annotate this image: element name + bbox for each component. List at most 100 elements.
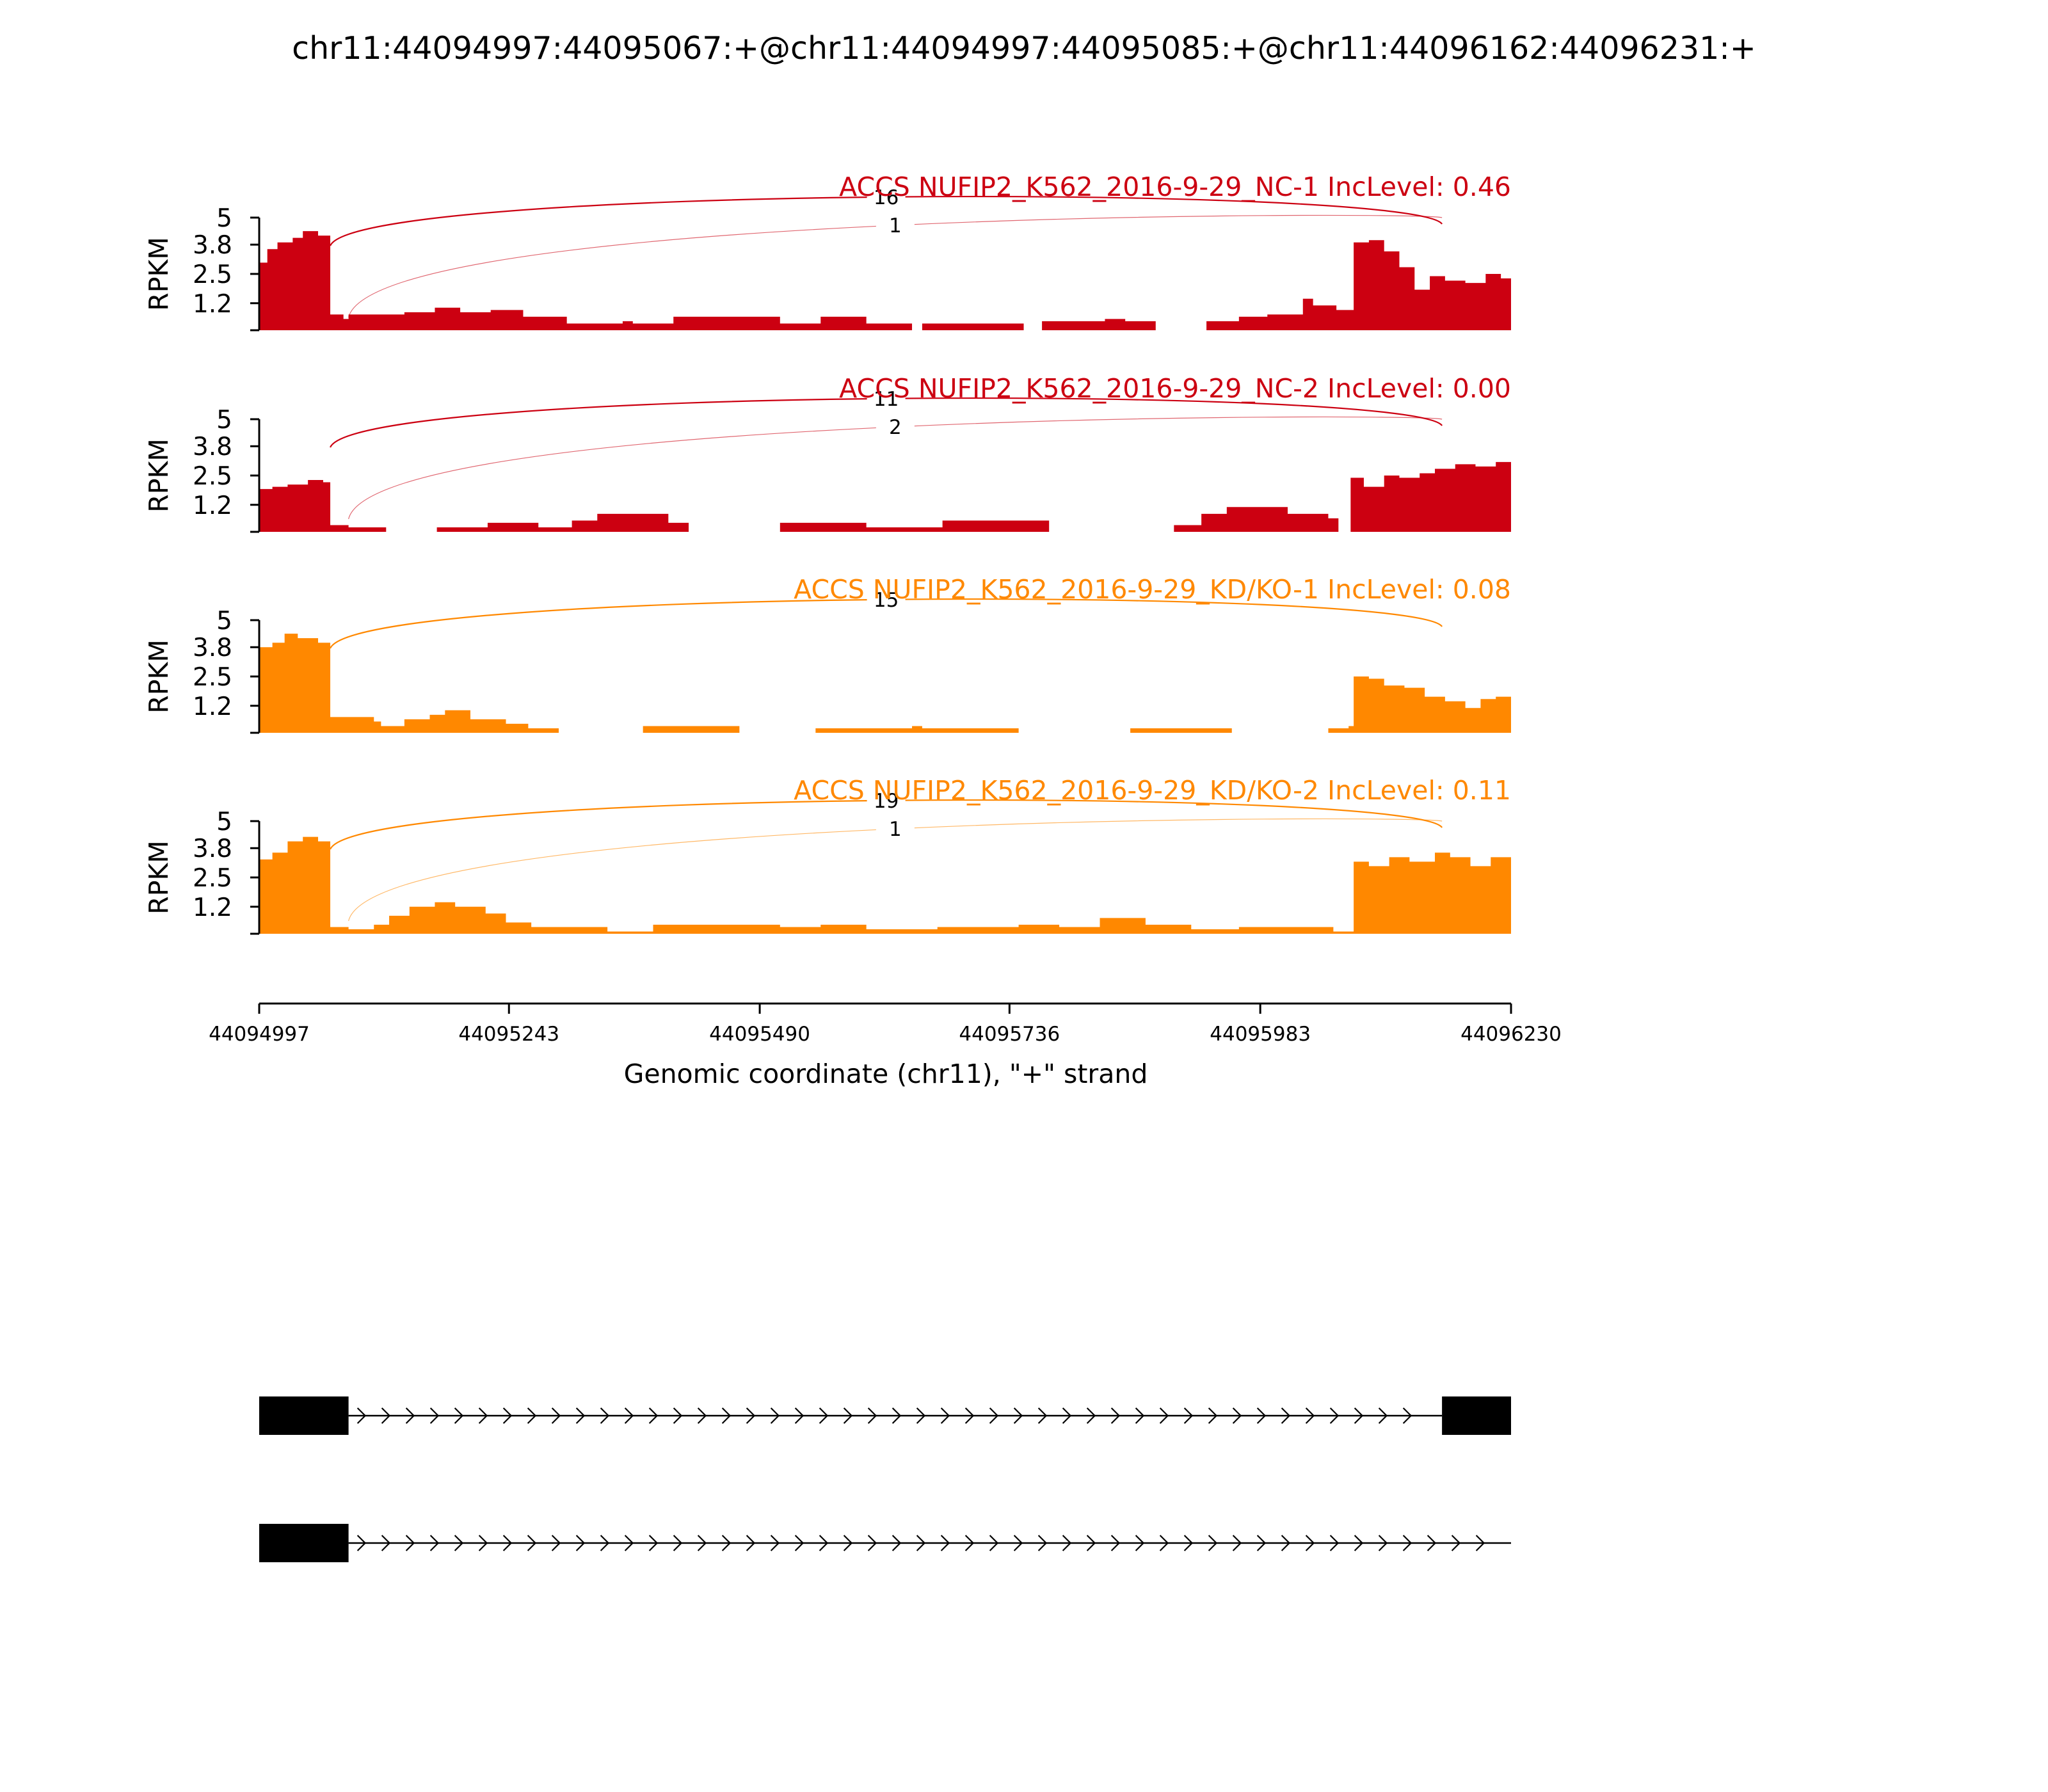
strand-arrow-1-41: [1329, 1407, 1340, 1424]
strand-arrow-1-44: [1402, 1407, 1412, 1424]
strand-arrow-1-26: [964, 1407, 975, 1424]
strand-arrow-1-23: [892, 1407, 902, 1424]
x-tick-label-5: 44095983: [1210, 1023, 1311, 1046]
strand-arrow-1-15: [697, 1407, 707, 1424]
coverage-area-2: [259, 457, 1511, 532]
strand-arrow-2-35: [1183, 1535, 1194, 1551]
strand-arrow-1-37: [1232, 1407, 1242, 1424]
strand-arrow-2-30: [1062, 1535, 1072, 1551]
strand-arrow-2-28: [1013, 1535, 1023, 1551]
coverage-area-3: [259, 634, 1511, 733]
junction-count-2-2: 2: [889, 416, 902, 439]
strand-arrow-2-27: [989, 1535, 999, 1551]
strand-arrow-2-34: [1159, 1535, 1169, 1551]
strand-arrow-2-36: [1208, 1535, 1218, 1551]
y-tick-label-2-1: 1.2: [193, 492, 232, 520]
strand-arrow-2-14: [673, 1535, 683, 1551]
strand-arrow-1-35: [1183, 1407, 1194, 1424]
exon-1-2: [1442, 1396, 1511, 1435]
strand-arrow-2-7: [502, 1535, 513, 1551]
junction-count-2-1: 11: [874, 388, 899, 411]
junction-count-box-4-2: [876, 816, 915, 842]
y-tick-label-3-1: 1.2: [193, 692, 232, 721]
junction-count-3-1: 15: [874, 589, 899, 612]
isoform-2: [259, 1524, 1511, 1562]
strand-arrow-1-9: [551, 1407, 561, 1424]
y-tick-label-1-2: 2.5: [193, 260, 232, 289]
strand-arrow-1-29: [1037, 1407, 1048, 1424]
strand-arrow-2-9: [551, 1535, 561, 1551]
junction-count-box-3-1: [867, 586, 906, 612]
strand-arrow-1-3: [405, 1407, 415, 1424]
strand-arrow-1-18: [770, 1407, 780, 1424]
strand-arrow-1-42: [1354, 1407, 1364, 1424]
strand-arrow-2-5: [454, 1535, 464, 1551]
strand-arrow-1-16: [721, 1407, 732, 1424]
strand-arrow-2-20: [819, 1535, 829, 1551]
track-label-4: ACCS NUFIP2_K562_2016-9-29_KD/KO-2 IncLe…: [794, 775, 1511, 806]
track-label-3: ACCS NUFIP2_K562_2016-9-29_KD/KO-1 IncLe…: [794, 574, 1511, 605]
strand-arrow-1-14: [673, 1407, 683, 1424]
strand-arrow-2-12: [624, 1535, 634, 1551]
junction-count-4-1: 19: [874, 790, 899, 813]
strand-arrow-1-12: [624, 1407, 634, 1424]
junction-count-box-1-1: [867, 184, 906, 210]
strand-arrow-2-21: [843, 1535, 853, 1551]
y-tick-label-1-4: 5: [216, 204, 232, 233]
exon-1-1: [259, 1396, 349, 1435]
track-2: 11 2 1.22.53.85 RPKM ACCS NUFIP2_K562_2016-9…: [143, 373, 1511, 533]
strand-arrow-2-4: [429, 1535, 440, 1551]
strand-arrow-1-33: [1135, 1407, 1145, 1424]
strand-arrow-2-32: [1110, 1535, 1121, 1551]
junction-count-box-1-2: [876, 212, 915, 238]
strand-arrow-1-17: [746, 1407, 756, 1424]
y-tick-label-2-2: 2.5: [193, 462, 232, 491]
x-tick-label-3: 44095490: [709, 1023, 810, 1046]
junction-count-box-2-2: [876, 414, 915, 440]
track-4: 19 1 1.22.53.85 RPKM ACCS NUFIP2_K562_2016-9…: [143, 775, 1511, 935]
strand-arrow-2-41: [1329, 1535, 1340, 1551]
exon-2-1: [259, 1524, 349, 1562]
y-axis-label-1: RPKM: [143, 237, 174, 310]
y-tick-label-4-4: 5: [216, 808, 232, 836]
strand-arrow-1-27: [989, 1407, 999, 1424]
figure-title: chr11:44094997:44095067:+@chr11:44094997…: [292, 30, 1756, 67]
strand-arrow-1-19: [794, 1407, 804, 1424]
strand-arrow-2-13: [648, 1535, 659, 1551]
y-tick-label-4-1: 1.2: [193, 893, 232, 922]
x-tick-label-1: 44094997: [209, 1023, 310, 1046]
x-tick-label-6: 44096230: [1460, 1023, 1562, 1046]
strand-arrow-1-34: [1159, 1407, 1169, 1424]
strand-arrow-2-45: [1427, 1535, 1437, 1551]
junction-count-box-4-1: [867, 787, 906, 813]
strand-arrow-1-13: [648, 1407, 659, 1424]
strand-arrow-2-8: [527, 1535, 537, 1551]
isoform-models: [259, 1396, 1511, 1562]
strand-arrow-1-22: [867, 1407, 877, 1424]
strand-arrow-1-11: [600, 1407, 610, 1424]
junction-count-box-2-1: [867, 385, 906, 412]
strand-arrow-2-46: [1451, 1535, 1461, 1551]
strand-arrow-1-7: [502, 1407, 513, 1424]
strand-arrow-1-40: [1305, 1407, 1315, 1424]
strand-arrow-2-2: [381, 1535, 391, 1551]
strand-arrow-2-38: [1256, 1535, 1267, 1551]
strand-arrow-2-31: [1086, 1535, 1096, 1551]
strand-arrow-2-40: [1305, 1535, 1315, 1551]
track-1: 16 1 1.22.53.85 RPKM ACCS NUFIP2_K562_2016-9…: [143, 172, 1511, 332]
track-label-1: ACCS NUFIP2_K562_2016-9-29_NC-1 IncLevel…: [839, 172, 1511, 202]
x-tick-label-2: 44095243: [458, 1023, 559, 1046]
strand-arrow-1-28: [1013, 1407, 1023, 1424]
strand-arrow-1-2: [381, 1407, 391, 1424]
coverage-area-1: [259, 231, 1511, 330]
x-axis: 44094997 44095243 44095490 44095736 44095983…: [209, 1002, 1562, 1046]
strand-arrow-1-43: [1378, 1407, 1388, 1424]
y-axis-label-2: RPKM: [143, 438, 174, 512]
strand-arrow-1-6: [478, 1407, 488, 1424]
y-tick-label-1-3: 3.8: [193, 231, 232, 260]
strand-arrow-2-37: [1232, 1535, 1242, 1551]
strand-arrow-1-30: [1062, 1407, 1072, 1424]
strand-arrow-2-23: [892, 1535, 902, 1551]
strand-arrow-2-19: [794, 1535, 804, 1551]
strand-arrow-2-3: [405, 1535, 415, 1551]
